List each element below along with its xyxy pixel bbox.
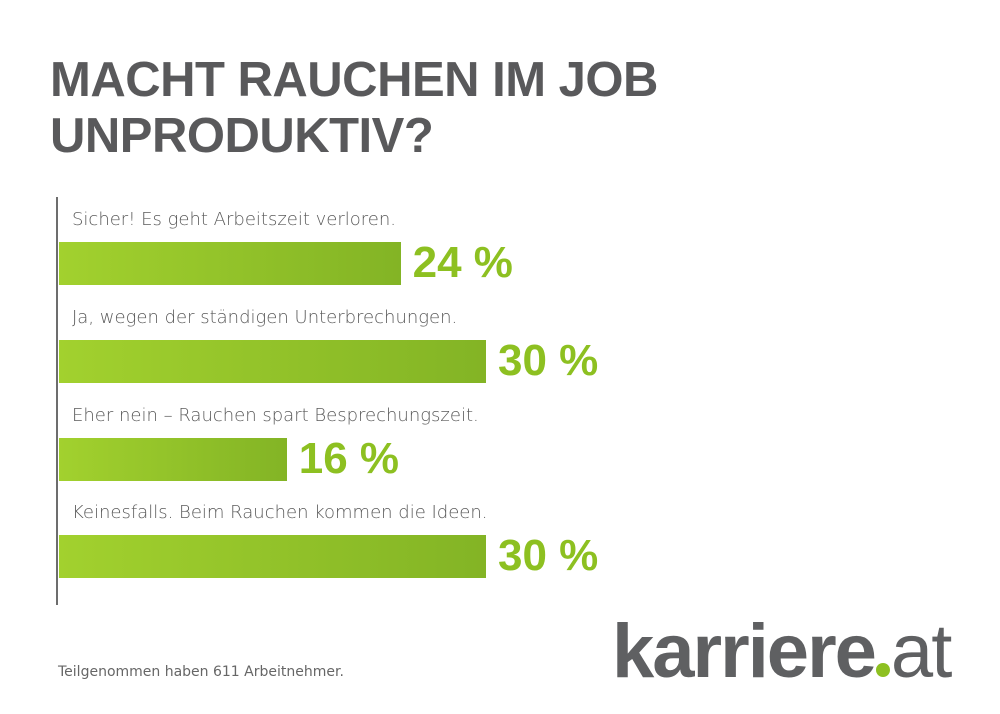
bar bbox=[59, 535, 486, 578]
category-label: Keinesfalls. Beim Rauchen kommen die Ide… bbox=[72, 502, 488, 523]
y-axis-line bbox=[56, 197, 58, 605]
category-label: Ja, wegen der ständigen Unterbrechungen. bbox=[72, 307, 458, 328]
category-label: Sicher! Es geht Arbeitszeit verloren. bbox=[72, 209, 396, 230]
category-label: Eher nein – Rauchen spart Besprechungsze… bbox=[72, 405, 479, 426]
bar bbox=[59, 438, 287, 481]
logo-name: karriere bbox=[612, 609, 877, 694]
value-label: 30 % bbox=[498, 336, 599, 385]
bar bbox=[59, 242, 401, 285]
bar bbox=[59, 340, 486, 383]
value-label: 16 % bbox=[298, 434, 400, 483]
logo-tld: at bbox=[890, 609, 952, 694]
chart-title: MACHT RAUCHEN IM JOB UNPRODUKTIV? bbox=[50, 53, 658, 163]
logo-dot bbox=[875, 663, 890, 677]
value-label: 30 % bbox=[498, 531, 599, 580]
karriere-logo: karriere at bbox=[612, 608, 952, 695]
footer-note: Teilgenommen haben 611 Arbeitnehmer. bbox=[58, 664, 344, 680]
value-label: 24 % bbox=[412, 238, 513, 287]
